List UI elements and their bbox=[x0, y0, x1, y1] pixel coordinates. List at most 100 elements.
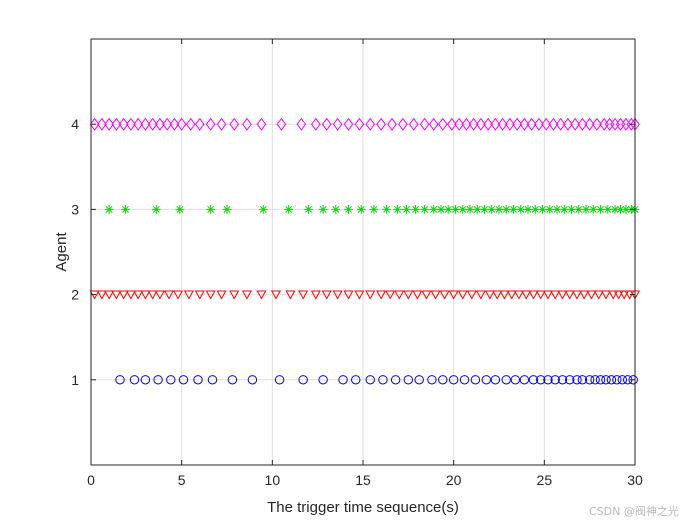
data-point bbox=[121, 204, 130, 214]
data-point bbox=[519, 375, 530, 385]
data-point bbox=[458, 204, 468, 214]
series-agent-1 bbox=[115, 375, 638, 385]
data-point bbox=[256, 290, 267, 300]
x-tick-label: 30 bbox=[627, 472, 643, 488]
data-point bbox=[606, 375, 617, 385]
data-point bbox=[592, 117, 602, 131]
data-point bbox=[412, 290, 423, 300]
data-point bbox=[194, 117, 205, 131]
data-point bbox=[403, 375, 414, 385]
data-point bbox=[429, 204, 439, 214]
data-point bbox=[494, 204, 504, 214]
data-point bbox=[133, 290, 144, 300]
data-point bbox=[559, 204, 569, 214]
data-point bbox=[438, 375, 448, 385]
data-point bbox=[298, 375, 308, 385]
data-point bbox=[104, 204, 114, 214]
data-point bbox=[242, 117, 252, 131]
data-point bbox=[193, 375, 203, 385]
data-point bbox=[465, 204, 475, 214]
data-point bbox=[600, 290, 612, 300]
data-point bbox=[369, 204, 379, 214]
y-tick-label: 2 bbox=[71, 287, 79, 303]
data-point bbox=[274, 375, 285, 385]
data-point bbox=[528, 290, 539, 300]
data-point bbox=[343, 290, 354, 300]
data-point bbox=[104, 117, 114, 131]
data-point bbox=[394, 290, 405, 300]
data-point bbox=[571, 290, 583, 300]
data-point bbox=[147, 290, 158, 300]
data-point bbox=[567, 204, 576, 214]
data-point bbox=[437, 117, 448, 131]
data-point bbox=[584, 375, 595, 385]
data-point bbox=[457, 290, 468, 300]
data-point bbox=[176, 117, 187, 131]
data-point bbox=[550, 290, 561, 300]
data-point bbox=[448, 375, 459, 385]
data-point bbox=[311, 117, 321, 131]
data-point bbox=[408, 117, 419, 131]
data-point bbox=[577, 117, 588, 131]
data-point bbox=[403, 290, 414, 300]
data-point bbox=[284, 204, 294, 214]
data-point bbox=[610, 204, 620, 214]
data-point bbox=[528, 375, 539, 385]
data-point bbox=[154, 290, 165, 300]
data-point bbox=[227, 375, 238, 385]
data-point bbox=[111, 290, 122, 300]
data-point bbox=[111, 117, 122, 131]
data-point bbox=[385, 290, 396, 300]
data-point bbox=[603, 204, 613, 214]
data-point bbox=[448, 290, 459, 300]
data-point bbox=[430, 290, 441, 300]
data-point bbox=[472, 204, 482, 214]
data-point bbox=[256, 117, 267, 131]
data-point bbox=[572, 375, 582, 385]
data-marks bbox=[89, 117, 641, 385]
data-point bbox=[205, 290, 216, 300]
data-point bbox=[466, 290, 477, 300]
data-point bbox=[126, 117, 136, 131]
data-point bbox=[550, 375, 560, 385]
data-point bbox=[443, 204, 453, 214]
data-point bbox=[216, 290, 227, 300]
data-point bbox=[285, 290, 296, 300]
data-point bbox=[510, 375, 521, 385]
data-point bbox=[356, 204, 366, 214]
data-point bbox=[175, 204, 185, 214]
data-point bbox=[521, 290, 532, 300]
data-point bbox=[411, 204, 420, 214]
data-point bbox=[125, 290, 136, 300]
data-point bbox=[118, 117, 129, 131]
data-point bbox=[476, 117, 486, 131]
data-point bbox=[166, 375, 176, 385]
x-axis-label: The trigger time sequence(s) bbox=[267, 499, 459, 516]
data-point bbox=[318, 204, 328, 214]
data-point bbox=[153, 375, 163, 385]
data-point bbox=[172, 290, 184, 300]
data-point bbox=[492, 290, 503, 300]
data-point bbox=[229, 117, 240, 131]
data-point bbox=[365, 290, 376, 300]
data-point bbox=[584, 117, 595, 131]
data-point bbox=[387, 117, 397, 131]
data-point bbox=[447, 117, 457, 131]
data-point bbox=[506, 290, 517, 300]
data-point bbox=[296, 117, 307, 131]
data-point bbox=[535, 290, 546, 300]
x-tick-label: 5 bbox=[178, 472, 186, 488]
data-point bbox=[439, 290, 450, 300]
data-point bbox=[115, 375, 125, 385]
data-point bbox=[499, 290, 510, 300]
data-point bbox=[574, 204, 584, 214]
x-tick-label: 0 bbox=[87, 472, 95, 488]
data-point bbox=[555, 117, 566, 131]
data-point bbox=[321, 290, 332, 300]
data-point bbox=[169, 117, 180, 131]
data-point bbox=[557, 290, 568, 300]
data-point bbox=[564, 290, 575, 300]
data-point bbox=[241, 290, 252, 300]
data-point bbox=[207, 375, 218, 385]
